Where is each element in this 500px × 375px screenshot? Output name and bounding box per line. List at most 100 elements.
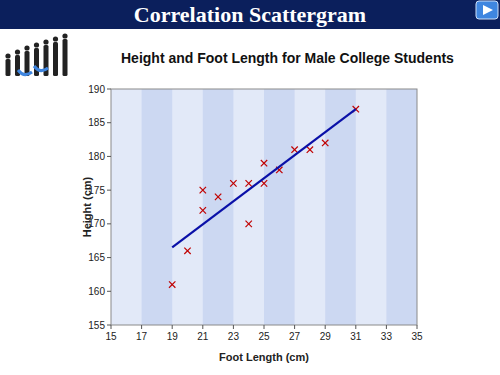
person-body bbox=[6, 59, 11, 76]
y-tick bbox=[107, 325, 111, 326]
x-tick bbox=[264, 325, 265, 329]
marker-stroke bbox=[215, 194, 221, 200]
people-icon bbox=[5, 33, 67, 76]
y-tick bbox=[107, 257, 111, 258]
marker-stroke bbox=[246, 180, 252, 186]
grid-band bbox=[203, 89, 234, 325]
x-tick-label: 31 bbox=[350, 331, 362, 342]
y-tick-label: 185 bbox=[88, 117, 105, 128]
grid-band bbox=[142, 89, 173, 325]
x-tick-label: 17 bbox=[136, 331, 148, 342]
scatter-point bbox=[246, 221, 252, 227]
marker-stroke bbox=[261, 160, 267, 166]
x-tick bbox=[233, 325, 234, 329]
y-tick bbox=[107, 291, 111, 292]
scatter-point bbox=[322, 140, 328, 146]
chart: Correlation Scattergram Movie Height and F… bbox=[0, 0, 500, 375]
x-tick-label: 35 bbox=[411, 331, 423, 342]
movie-button[interactable]: Movie bbox=[476, 1, 498, 28]
person-head bbox=[53, 36, 58, 41]
marker-stroke bbox=[322, 140, 328, 146]
scatter-point bbox=[307, 146, 313, 152]
x-tick bbox=[417, 325, 418, 329]
person-head bbox=[34, 42, 39, 47]
y-tick-label: 180 bbox=[88, 151, 105, 162]
scatter-point bbox=[261, 160, 267, 166]
x-tick-label: 15 bbox=[105, 331, 117, 342]
y-tick-label: 165 bbox=[88, 252, 105, 263]
plot-frame bbox=[111, 89, 417, 325]
marker-stroke bbox=[169, 281, 175, 287]
y-axis-label: Height (cm) bbox=[81, 176, 93, 237]
x-tick bbox=[111, 325, 112, 329]
grid-band bbox=[325, 89, 356, 325]
marker-stroke bbox=[215, 194, 221, 200]
header-bar bbox=[0, 0, 500, 29]
x-tick bbox=[294, 325, 295, 329]
marker-stroke bbox=[307, 146, 313, 152]
marker-stroke bbox=[261, 160, 267, 166]
marker-stroke bbox=[291, 146, 297, 152]
x-tick-label: 21 bbox=[197, 331, 209, 342]
y-tick-label: 160 bbox=[88, 286, 105, 297]
person-body bbox=[25, 51, 30, 76]
person-head bbox=[24, 45, 29, 50]
marker-stroke bbox=[246, 180, 252, 186]
scatter-point bbox=[215, 194, 221, 200]
x-tick-label: 29 bbox=[320, 331, 332, 342]
marker-stroke bbox=[200, 187, 206, 193]
x-tick-label: 27 bbox=[289, 331, 301, 342]
data-layer bbox=[169, 106, 359, 288]
x-tick bbox=[325, 325, 326, 329]
person-body bbox=[53, 42, 58, 76]
marker-stroke bbox=[230, 180, 236, 186]
movie-label: Movie bbox=[477, 21, 497, 28]
scatter-point bbox=[169, 281, 175, 287]
foot-arrow bbox=[18, 66, 48, 75]
y-tick bbox=[107, 223, 111, 224]
scatter-point bbox=[200, 187, 206, 193]
x-tick-label: 33 bbox=[381, 331, 393, 342]
scatter-point bbox=[230, 180, 236, 186]
x-tick bbox=[355, 325, 356, 329]
y-tick bbox=[107, 89, 111, 90]
marker-stroke bbox=[307, 146, 313, 152]
chart-title: Height and Foot Length for Male College … bbox=[121, 50, 454, 66]
x-axis-label: Foot Length (cm) bbox=[219, 351, 309, 363]
x-tick bbox=[386, 325, 387, 329]
marker-stroke bbox=[200, 207, 206, 213]
trend-line bbox=[172, 109, 356, 247]
marker-stroke bbox=[230, 180, 236, 186]
plot-background bbox=[111, 89, 417, 325]
marker-stroke bbox=[200, 187, 206, 193]
y-tick-label: 155 bbox=[88, 320, 105, 331]
x-tick-label: 19 bbox=[167, 331, 179, 342]
play-triangle bbox=[483, 5, 493, 15]
y-tick bbox=[107, 122, 111, 123]
y-tick bbox=[107, 156, 111, 157]
header-title: Correlation Scattergram bbox=[134, 2, 366, 27]
person-head bbox=[62, 33, 67, 38]
y-tick bbox=[107, 190, 111, 191]
marker-stroke bbox=[246, 221, 252, 227]
y-tick-label: 190 bbox=[88, 84, 105, 95]
person-head bbox=[43, 39, 48, 44]
person-body bbox=[63, 39, 68, 76]
person-body bbox=[34, 48, 39, 76]
x-tick bbox=[141, 325, 142, 329]
marker-stroke bbox=[184, 248, 190, 254]
grid-band bbox=[264, 89, 295, 325]
marker-stroke bbox=[200, 207, 206, 213]
marker-stroke bbox=[169, 281, 175, 287]
scatter-point bbox=[246, 180, 252, 186]
scatter-point bbox=[200, 207, 206, 213]
x-tick bbox=[202, 325, 203, 329]
x-tick bbox=[172, 325, 173, 329]
grid-band bbox=[386, 89, 417, 325]
marker-stroke bbox=[184, 248, 190, 254]
person-head bbox=[5, 53, 10, 58]
marker-stroke bbox=[246, 221, 252, 227]
scatter-point bbox=[184, 248, 190, 254]
x-tick-label: 23 bbox=[228, 331, 240, 342]
movie-icon bbox=[476, 1, 498, 19]
